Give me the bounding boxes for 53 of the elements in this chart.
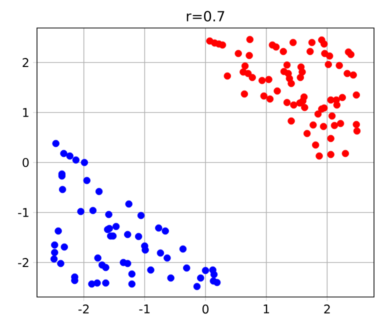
x-tick-label: 1 [264, 304, 270, 314]
point [72, 156, 80, 164]
point [210, 270, 218, 278]
point [83, 176, 90, 184]
point [124, 260, 132, 268]
point [105, 210, 112, 218]
point [134, 232, 142, 240]
point [80, 158, 88, 166]
point [213, 278, 221, 286]
point [147, 266, 154, 274]
y-tick-label: 0 [22, 158, 29, 168]
point [94, 279, 101, 287]
point [58, 186, 66, 194]
point [54, 227, 62, 235]
point [156, 249, 164, 257]
point [112, 222, 120, 230]
point [50, 255, 58, 263]
point [102, 264, 110, 272]
point [128, 280, 136, 288]
point [95, 188, 103, 196]
point [102, 279, 110, 287]
point [124, 230, 132, 238]
point [179, 245, 187, 253]
point [193, 282, 201, 290]
x-tick-label: 2 [324, 304, 330, 314]
point [52, 140, 60, 148]
point [66, 152, 74, 160]
point [94, 254, 102, 262]
y-tick-label: -1 [18, 208, 28, 217]
point [89, 206, 97, 214]
point [164, 254, 171, 262]
point [155, 224, 162, 232]
x-tick-label: 0 [202, 304, 209, 314]
y-tick-label: 1 [23, 108, 28, 117]
point [60, 243, 68, 251]
point [167, 274, 174, 282]
point [183, 264, 190, 272]
point [51, 241, 58, 249]
y-tick-label: 2 [22, 58, 28, 67]
point [77, 208, 84, 216]
point [125, 200, 132, 208]
chart-title: r=0.7 [186, 10, 224, 22]
x-tick-label: -2 [78, 304, 89, 314]
y-tick-label: -2 [18, 258, 28, 267]
point [197, 274, 204, 282]
point [202, 266, 210, 274]
point [128, 270, 136, 278]
point [51, 248, 58, 256]
point [137, 212, 145, 220]
point [162, 227, 169, 235]
x-tick-label: -1 [139, 304, 150, 314]
point [57, 260, 64, 268]
point [60, 150, 68, 158]
